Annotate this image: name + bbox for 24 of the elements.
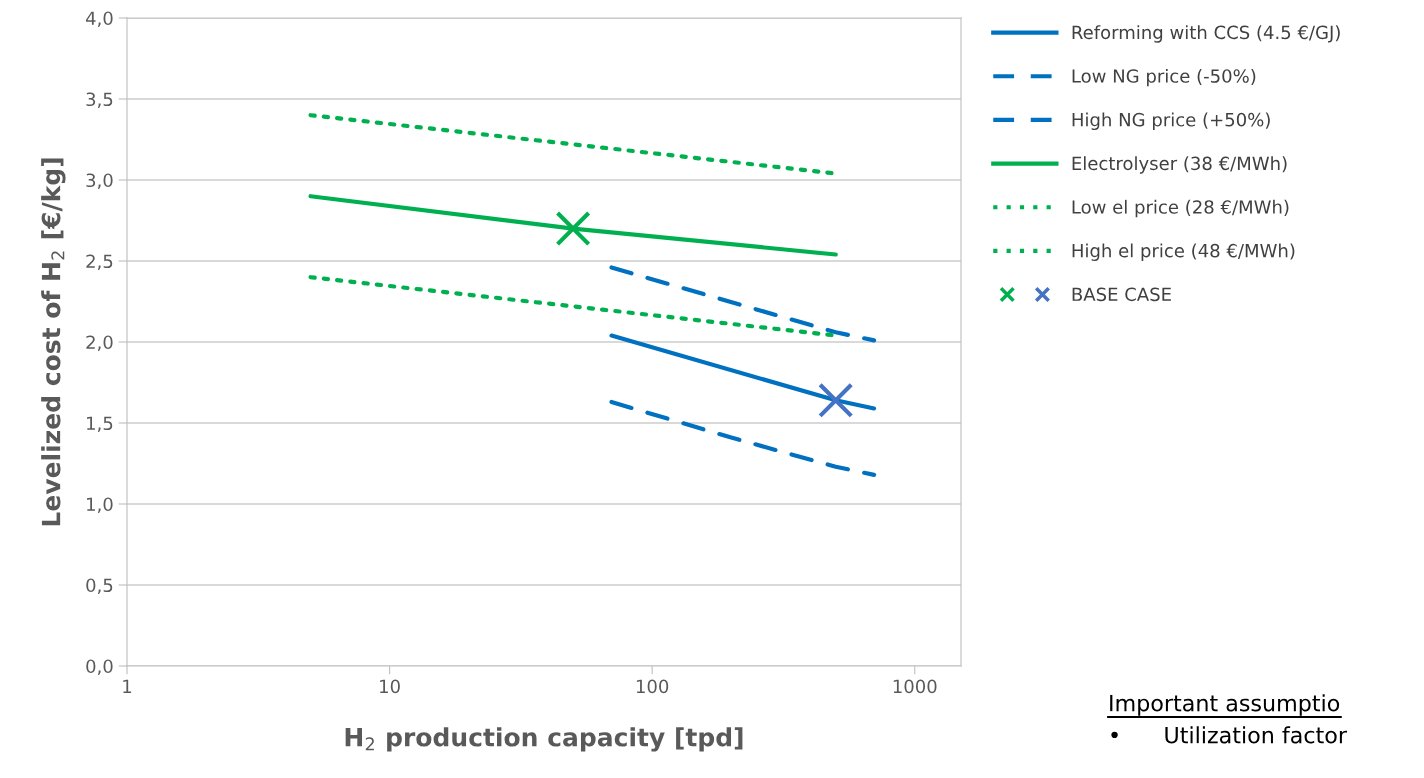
legend-label: Low NG price (-50%) [1072,68,1256,87]
y-axis-title: Levelized cost of H$_{2}$ [€/kg] [41,158,66,526]
x-tick-label: 1 [123,679,132,693]
y-tick-label: 3,5 [86,92,113,108]
legend-label: Electrolyser (38 €/MWh) [1072,156,1287,174]
y-tick-label: 2,5 [86,254,113,270]
x-tick-label: 1000 [893,679,937,694]
y-tick-label: 0,0 [86,659,113,675]
y-tick-label: 1,5 [87,416,113,432]
y-tick-label: 0,5 [86,578,113,594]
y-tick-label: 1,0 [87,497,113,513]
y-tick-label: 3,0 [86,173,113,189]
legend-label: High el price (48 €/MWh) [1072,243,1295,261]
legend-label: BASE CASE [1072,287,1171,302]
legend-label: Reforming with CCS (4.5 €/GJ) [1072,25,1340,43]
text: • Utilization factor [1111,726,1348,744]
y-tick-label: 2,0 [86,335,113,351]
x-tick-label: 100 [636,679,669,694]
legend-label: Low el price (28 €/MWh) [1072,199,1289,218]
y-tick-label: 4,0 [85,11,113,27]
x-axis-title: H$_{2}$ production capacity [tpd] [345,727,743,752]
text: Important assumptio [1110,694,1340,716]
legend-label: High NG price (+50%) [1072,112,1270,131]
x-tick-label: 10 [380,679,400,694]
